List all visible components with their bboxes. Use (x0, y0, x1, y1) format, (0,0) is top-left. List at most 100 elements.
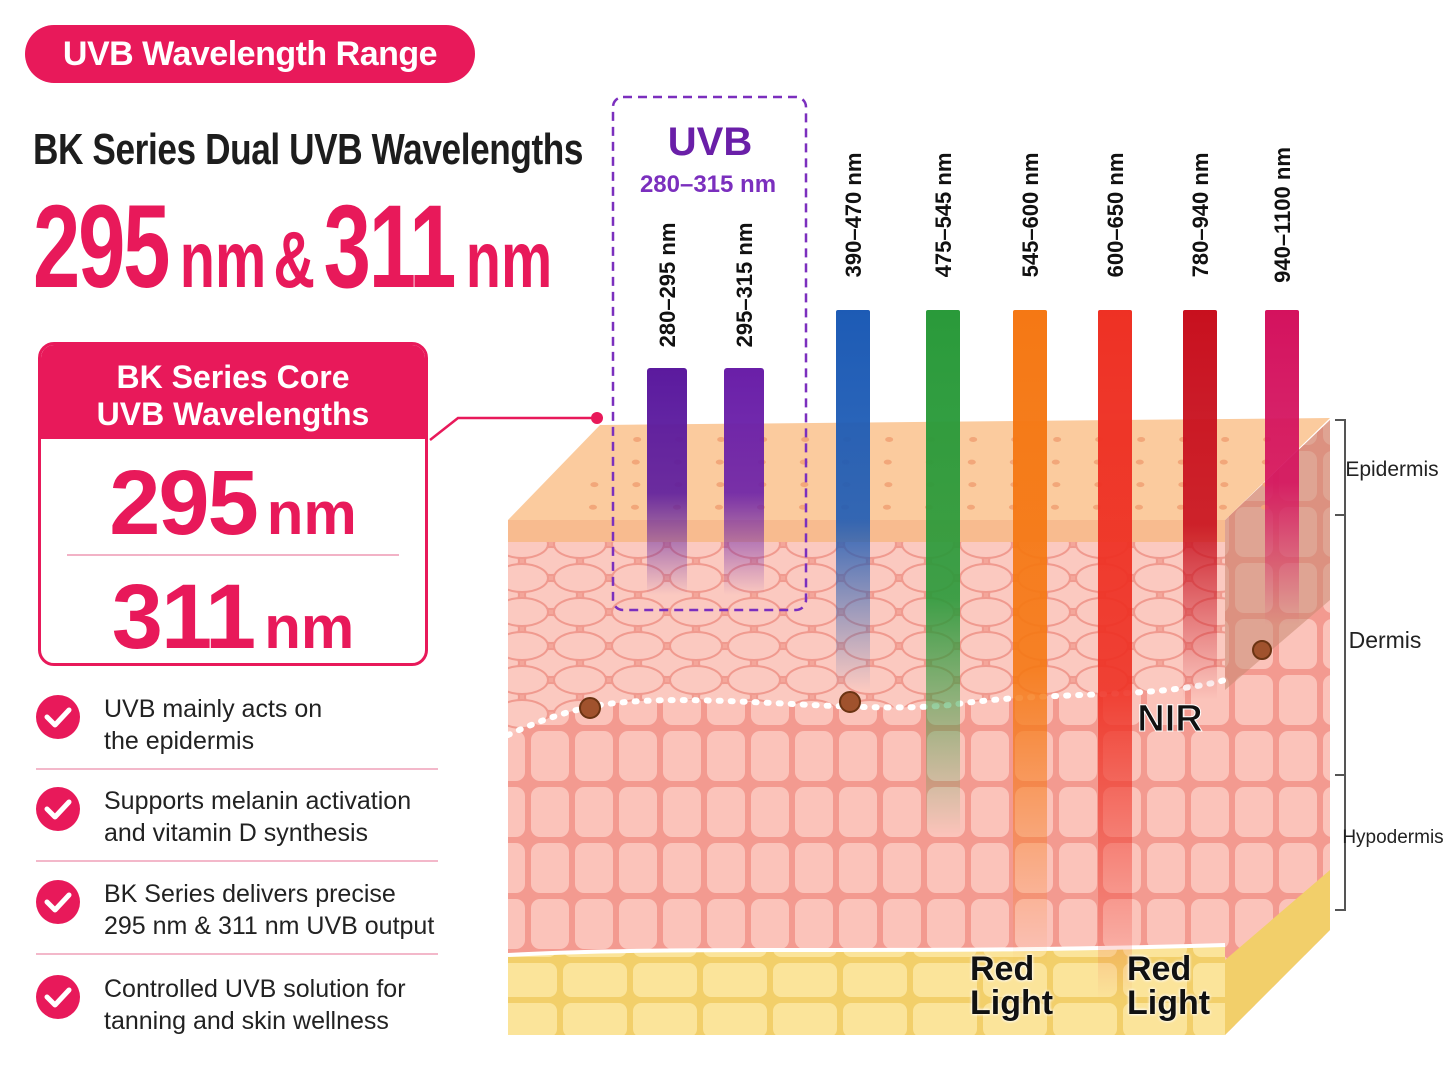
core-header: BK Series Core UVB Wavelengths (41, 345, 425, 439)
light-bar (836, 310, 870, 690)
headline-value: 295 (33, 181, 170, 313)
uvb-bar (647, 368, 687, 595)
core-unit: nm (266, 480, 357, 547)
band-label: 545–600 nm (1018, 153, 1043, 278)
pore (630, 504, 639, 510)
pore (800, 482, 809, 488)
pore (714, 504, 723, 510)
pore (632, 482, 641, 488)
bullet-line: Controlled UVB solution for (104, 975, 406, 1003)
band-label: 295–315 nm (732, 223, 757, 348)
pore (1221, 437, 1230, 443)
divider (36, 860, 438, 862)
pore (588, 504, 597, 510)
check-mark (44, 892, 72, 913)
bullet-line: BK Series delivers precise (104, 880, 396, 908)
check-circle (36, 975, 80, 1019)
red-light-label: Red Light (1127, 950, 1211, 1022)
band-label: 940–1100 nm (1270, 147, 1295, 283)
nir-label: NIR (1137, 698, 1202, 740)
headline: 295 nm&311 nm (33, 188, 559, 306)
pore (967, 459, 976, 465)
layer-bracket (1335, 419, 1346, 911)
pore (715, 459, 724, 465)
headline-unit: nm (179, 215, 267, 304)
pore (883, 459, 892, 465)
band-label: 280–295 nm (655, 223, 680, 348)
uvb-label: UVB (668, 120, 752, 164)
subtitle: BK Series Dual UVB Wavelengths (33, 125, 584, 174)
core-item: 311 nm (41, 571, 425, 663)
pore (633, 437, 642, 443)
bullet-line: UVB mainly acts on (104, 695, 323, 723)
pore (1137, 437, 1146, 443)
pore (590, 482, 599, 488)
bullet-line: 295 nm & 311 nm UVB output (104, 912, 435, 940)
uvb-bar (724, 368, 764, 595)
hypodermis-layer (508, 945, 1225, 1035)
headline-value: 311 (323, 181, 457, 313)
light-bar (1013, 310, 1047, 965)
core-title: UVB Wavelengths (96, 396, 370, 432)
side-fat (1225, 870, 1330, 1035)
bullet: UVB mainly acts on the epidermis (104, 693, 322, 757)
light-bar (1183, 310, 1217, 700)
pore (801, 437, 810, 443)
core-box: BK Series Core UVB Wavelengths 295 nm 311… (38, 342, 428, 666)
pore (1219, 459, 1228, 465)
pore (969, 437, 978, 443)
layer-label: Epidermis (1345, 458, 1438, 481)
melanocyte (1252, 640, 1272, 660)
pore (1218, 504, 1227, 510)
check-mark (44, 707, 72, 728)
pore (631, 459, 640, 465)
bullet-line: tanning and skin wellness (104, 1007, 389, 1035)
pore (885, 437, 894, 443)
pore (717, 437, 726, 443)
divider (36, 768, 438, 770)
headline-unit: nm (465, 215, 553, 304)
pore (1135, 459, 1144, 465)
light-bar (926, 310, 960, 835)
bullet-line: the epidermis (104, 727, 255, 755)
pore (1176, 504, 1185, 510)
headline-joiner: & (273, 215, 316, 304)
core-value: 311 (111, 566, 256, 666)
pore (882, 504, 891, 510)
pore (1136, 482, 1145, 488)
uvb-group-box (611, 95, 808, 612)
band-label: 600–650 nm (1103, 153, 1128, 278)
connector (429, 416, 597, 441)
light-bar (1098, 310, 1132, 1000)
band-label: 475–545 nm (931, 153, 956, 278)
pore (1053, 437, 1062, 443)
red-light-label: Red Light (970, 950, 1054, 1022)
bullet: Supports melanin activation and vitamin D… (104, 785, 411, 849)
pore (716, 482, 725, 488)
light-bar (1265, 310, 1299, 625)
check-circle (36, 880, 80, 924)
melanocytes (579, 640, 1272, 719)
pore (1051, 459, 1060, 465)
divider (36, 953, 438, 955)
band-label: 390–470 nm (841, 153, 866, 278)
layer-label: Dermis (1349, 627, 1422, 653)
check-mark (44, 987, 72, 1008)
check-mark (44, 799, 72, 820)
pore (1052, 482, 1061, 488)
pore (884, 482, 893, 488)
fat-boundary (507, 943, 1226, 957)
core-value: 295 (109, 452, 258, 554)
check-circle (36, 787, 80, 831)
pore (966, 504, 975, 510)
core-divider (67, 554, 399, 556)
core-item: 295 nm (41, 457, 425, 549)
band-label: 780–940 nm (1188, 153, 1213, 278)
melanocyte (839, 691, 861, 713)
core-unit: nm (264, 594, 355, 661)
check-circle (36, 695, 80, 739)
uvb-range: 280–315 nm (640, 171, 776, 198)
badge: UVB Wavelength Range (25, 25, 475, 83)
pore (1134, 504, 1143, 510)
